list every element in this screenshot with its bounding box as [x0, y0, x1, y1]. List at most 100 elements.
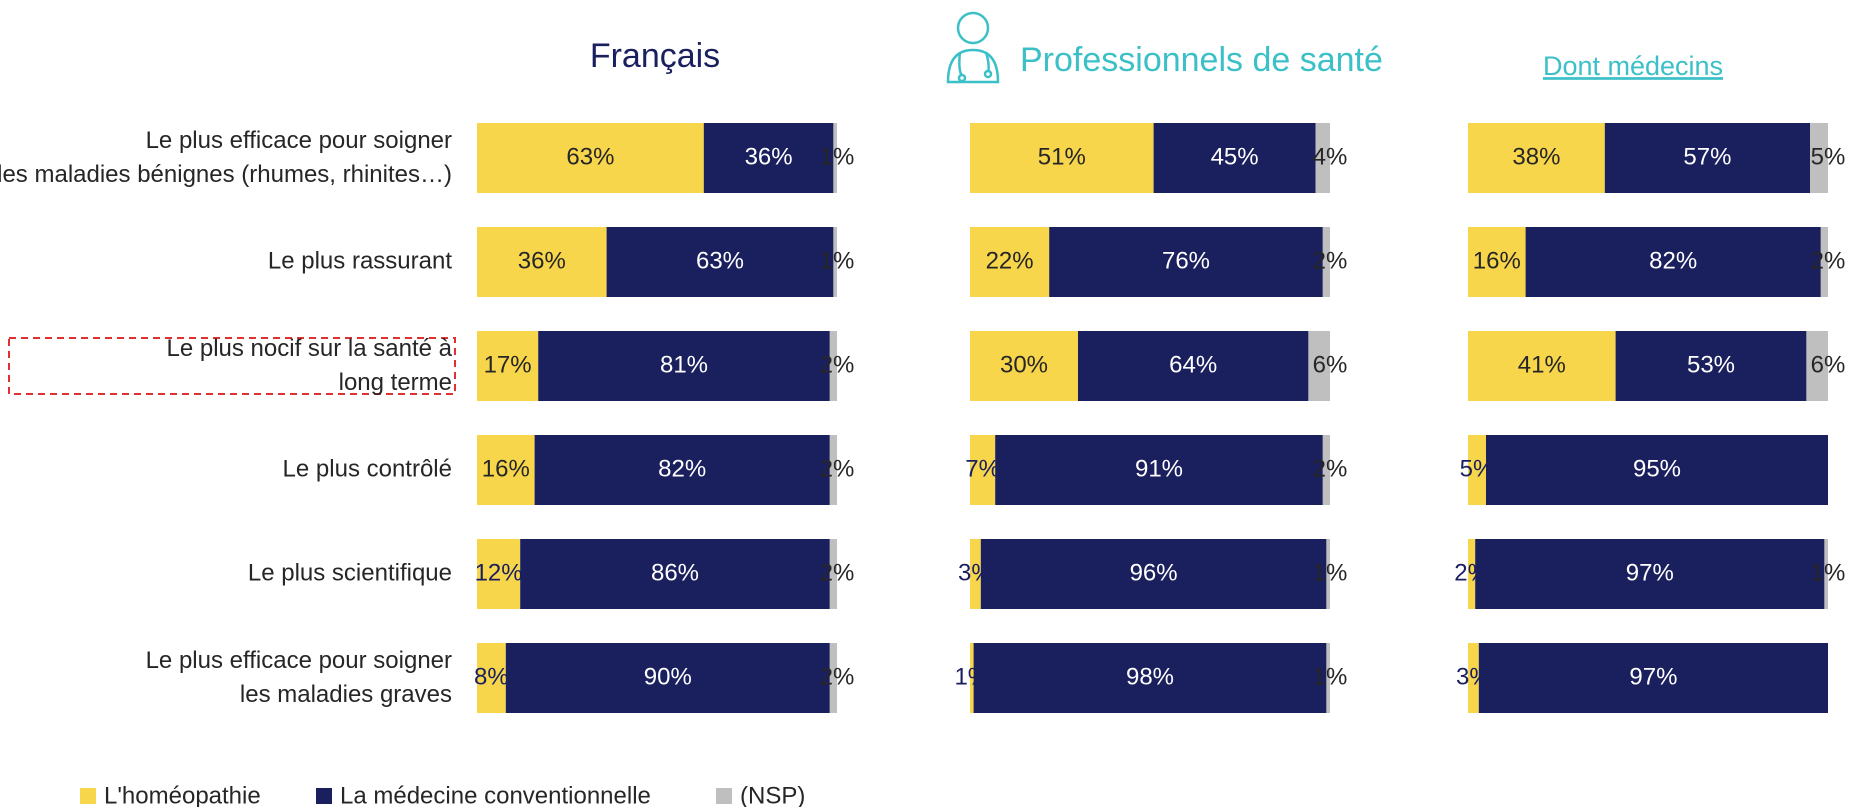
- value-label: 36%: [518, 247, 566, 274]
- value-label: 30%: [1000, 351, 1048, 378]
- bar-segment: [833, 227, 837, 297]
- bar-segment: [538, 331, 830, 401]
- bar-segment: [477, 331, 539, 401]
- value-label: 22%: [986, 247, 1034, 274]
- value-label: 53%: [1687, 351, 1735, 378]
- legend-swatch: [716, 788, 732, 804]
- bar-segment: [520, 539, 830, 609]
- bar-segment: [829, 539, 837, 609]
- category-label: Le plus efficace pour soigner les maladie…: [146, 647, 452, 708]
- value-label: 96%: [1130, 559, 1178, 586]
- bar-segment: [477, 123, 704, 193]
- value-label: 2%: [1811, 247, 1846, 274]
- bar-segment: [1326, 539, 1330, 609]
- value-label: 2%: [820, 663, 855, 690]
- bar-segment: [534, 435, 830, 505]
- value-label: 97%: [1626, 559, 1674, 586]
- legend-label: La médecine conventionnelle: [340, 782, 651, 807]
- bar-segment: [995, 435, 1323, 505]
- bar-segment: [970, 643, 974, 713]
- bar-segment: [703, 123, 834, 193]
- bar-segment: [1326, 643, 1330, 713]
- bar-segment: [970, 227, 1050, 297]
- value-label: 4%: [1313, 143, 1348, 170]
- value-label: 2%: [820, 351, 855, 378]
- bar-segment: [829, 435, 837, 505]
- bar-segment: [1615, 331, 1807, 401]
- value-label: 81%: [660, 351, 708, 378]
- value-label: 16%: [482, 455, 530, 482]
- bar-segment: [1468, 435, 1486, 505]
- value-label: 90%: [644, 663, 692, 690]
- doctor-icon: [946, 11, 1000, 84]
- bar-segment: [1824, 539, 1828, 609]
- bar-segment: [970, 435, 996, 505]
- value-label: 1%: [1811, 559, 1846, 586]
- category-label: Le plus rassurant: [268, 247, 452, 274]
- value-label: 45%: [1211, 143, 1259, 170]
- value-label: 64%: [1169, 351, 1217, 378]
- value-label: 2%: [820, 559, 855, 586]
- legend-label: L'homéopathie: [104, 782, 261, 807]
- bar-segment: [1049, 227, 1323, 297]
- bar-segment: [606, 227, 834, 297]
- bar-segment: [477, 539, 521, 609]
- value-label: 6%: [1313, 351, 1348, 378]
- bar-segment: [1315, 123, 1330, 193]
- value-label: 98%: [1126, 663, 1174, 690]
- bar-segment: [1322, 435, 1330, 505]
- bar-segment: [970, 539, 981, 609]
- value-label: 86%: [651, 559, 699, 586]
- bar-segment: [1475, 539, 1825, 609]
- bar-segment: [970, 331, 1078, 401]
- legend-swatch: [316, 788, 332, 804]
- highlight-box: [8, 337, 456, 395]
- value-label: 1%: [1313, 663, 1348, 690]
- value-label: 82%: [1649, 247, 1697, 274]
- bar-segment: [505, 643, 830, 713]
- value-label: 63%: [566, 143, 614, 170]
- category-label: Le plus scientifique: [248, 559, 452, 586]
- value-label: 82%: [658, 455, 706, 482]
- bar-segment: [1153, 123, 1316, 193]
- category-label: Le plus contrôlé: [283, 455, 452, 482]
- bar-segment: [973, 643, 1327, 713]
- legend-swatch: [80, 788, 96, 804]
- value-label: 6%: [1811, 351, 1846, 378]
- value-label: 36%: [745, 143, 793, 170]
- bar-segment: [477, 435, 535, 505]
- value-label: 7%: [965, 455, 1000, 482]
- value-label: 41%: [1518, 351, 1566, 378]
- bar-segment: [833, 123, 837, 193]
- value-label: 91%: [1135, 455, 1183, 482]
- bar-segment: [1468, 123, 1605, 193]
- value-label: 2%: [1313, 247, 1348, 274]
- bar-segment: [1478, 643, 1828, 713]
- bar-segment: [1820, 227, 1828, 297]
- bar-segment: [1468, 539, 1476, 609]
- bar-segment: [970, 123, 1154, 193]
- bar-segment: [1810, 123, 1828, 193]
- value-label: 2%: [1313, 455, 1348, 482]
- bar-segment: [1078, 331, 1309, 401]
- bar-segment: [1308, 331, 1330, 401]
- value-label: 2%: [820, 455, 855, 482]
- value-label: 95%: [1633, 455, 1681, 482]
- value-label: 38%: [1512, 143, 1560, 170]
- bar-segment: [1486, 435, 1828, 505]
- chart-title: Dont médecins: [1543, 51, 1723, 81]
- bar-segment: [1604, 123, 1810, 193]
- value-label: 5%: [1811, 143, 1846, 170]
- bar-segment: [1322, 227, 1330, 297]
- bar-segment: [829, 643, 837, 713]
- bar-segment: [1468, 643, 1479, 713]
- bar-segment: [477, 643, 506, 713]
- bar-segment: [1468, 331, 1616, 401]
- value-label: 57%: [1683, 143, 1731, 170]
- value-label: 8%: [474, 663, 509, 690]
- value-label: 51%: [1038, 143, 1086, 170]
- value-label: 1%: [820, 143, 855, 170]
- value-label: 97%: [1629, 663, 1677, 690]
- chart-title: Français: [590, 37, 720, 75]
